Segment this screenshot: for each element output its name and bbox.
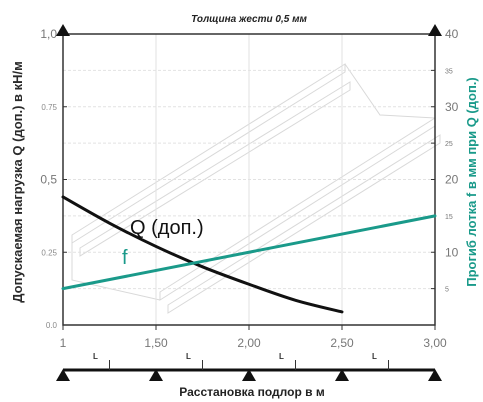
support-triangle bbox=[149, 369, 163, 381]
x-axis-label: Расстановка подлор в м bbox=[179, 385, 325, 399]
y-right-tick-label: 25 bbox=[445, 141, 453, 148]
y-right-tick-label: 10 bbox=[445, 245, 459, 259]
x-tick-label: 1 bbox=[60, 336, 67, 350]
support-triangle bbox=[335, 369, 349, 381]
y-left-tick-label: 0.0 bbox=[46, 321, 58, 330]
annotation-q: Q (доп.) bbox=[130, 217, 204, 239]
right-axis-arrow bbox=[428, 24, 442, 36]
y-axis-right-label: Прогиб лотка f в мм при Q (доп.) bbox=[464, 77, 479, 287]
x-tick-label: 2,00 bbox=[237, 336, 261, 350]
y-right-tick-label: 35 bbox=[445, 68, 453, 75]
x-tick-label: 2,50 bbox=[330, 336, 354, 350]
supports bbox=[56, 369, 442, 381]
span-label: L bbox=[372, 352, 377, 361]
series-line-f bbox=[61, 214, 437, 291]
support-triangle bbox=[428, 369, 442, 381]
y-left-tick-label: 0,5 bbox=[40, 173, 57, 187]
ticks: 1 1,50 2,00 2,50 3,00 0.0 0.25 0,5 0.75 1,0 5 10 15 2… bbox=[40, 27, 458, 350]
series-line-q bbox=[61, 195, 344, 314]
span-label: L bbox=[279, 352, 284, 361]
y-right-tick-label: 30 bbox=[445, 100, 459, 114]
support-triangle bbox=[242, 369, 256, 381]
y-axis-left-label: Допускаемая нагрузка Q (доп.) в кН/м bbox=[10, 61, 25, 303]
span-label: L bbox=[186, 352, 191, 361]
series-group bbox=[61, 195, 437, 314]
y-right-tick-label: 15 bbox=[445, 214, 453, 221]
span-label: L bbox=[93, 352, 98, 361]
left-axis-arrow bbox=[56, 24, 70, 36]
chart-title: Толщина жести 0,5 мм bbox=[191, 14, 307, 25]
y-right-tick-label: 20 bbox=[445, 173, 459, 187]
x-tick-label: 1,50 bbox=[144, 336, 168, 350]
y-right-tick-label: 40 bbox=[445, 27, 459, 41]
y-right-tick-label: 5 bbox=[445, 287, 449, 294]
y-left-tick-label: 1,0 bbox=[40, 27, 57, 41]
y-left-tick-label: 0.75 bbox=[41, 103, 57, 112]
support-triangle bbox=[56, 369, 70, 381]
x-tick-label: 3,00 bbox=[423, 336, 447, 350]
annotation-f: f bbox=[122, 247, 128, 269]
y-left-tick-label: 0.25 bbox=[41, 248, 57, 257]
